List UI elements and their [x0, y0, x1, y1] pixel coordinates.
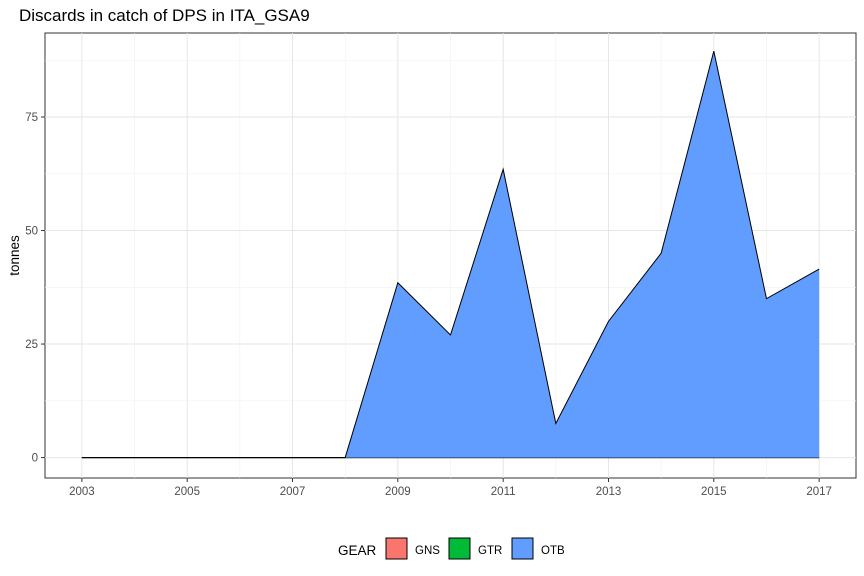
y-tick-label: 50: [25, 226, 38, 238]
area-fill-otb: [81, 51, 820, 458]
y-tick-label: 75: [25, 112, 38, 124]
legend-key-gns: [385, 537, 408, 560]
y-tick-label: 25: [25, 339, 38, 351]
legend-key-otb: [511, 537, 534, 560]
x-tick-label: 2009: [385, 486, 411, 498]
chart-title: Discards in catch of DPS in ITA_GSA9: [19, 6, 310, 25]
legend-label-gns: GNS: [415, 545, 440, 557]
legend-key-gtr: [448, 537, 471, 560]
y-axis-title: tonnes: [7, 235, 22, 276]
axes: 2003 2005 2007 2009 2011 2013 2015 2017 0 25 50 75: [25, 112, 832, 498]
legend-label-gtr: GTR: [478, 545, 502, 557]
x-tick-label: 2007: [280, 486, 306, 498]
x-tick-label: 2011: [491, 486, 516, 498]
y-tick-label: 0: [32, 453, 38, 465]
area-series: [81, 51, 820, 459]
legend: GEAR GNS GTR OTB: [338, 537, 565, 560]
x-tick-label: 2005: [174, 486, 200, 498]
x-tick-label: 2015: [701, 486, 727, 498]
x-tick-label: 2003: [69, 486, 95, 498]
area-outline-otb: [81, 51, 820, 459]
legend-label-otb: OTB: [541, 545, 565, 557]
legend-title: GEAR: [338, 543, 377, 558]
x-tick-label: 2017: [806, 486, 832, 498]
x-tick-label: 2013: [596, 486, 622, 498]
